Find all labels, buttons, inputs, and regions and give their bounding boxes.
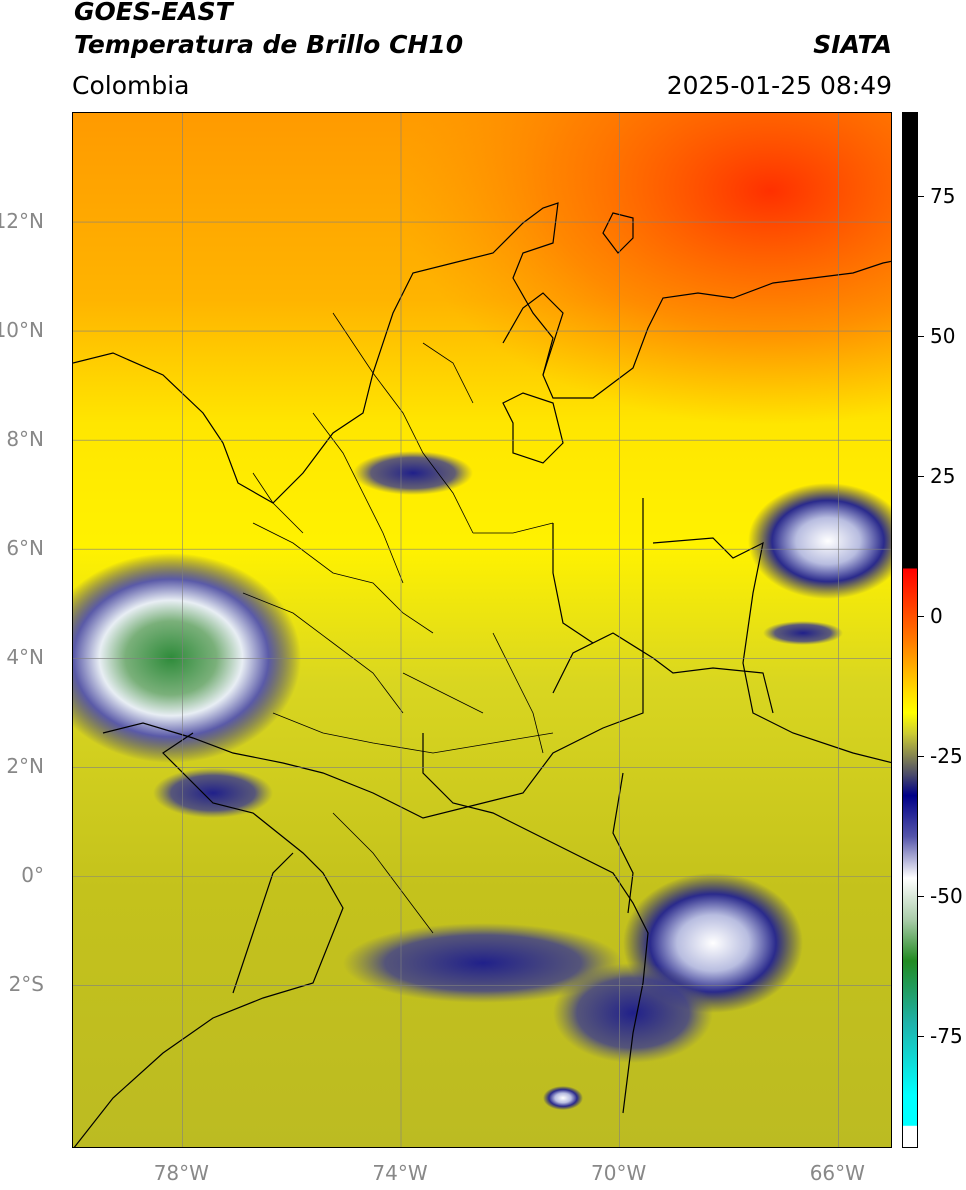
colorbar-tick-label: -25 xyxy=(930,744,963,768)
lon-tick-label: 66°W xyxy=(809,1161,865,1185)
colorbar-tick xyxy=(918,336,924,337)
lat-tick-label: 12°N xyxy=(0,209,44,234)
lat-tick-label: 2°S xyxy=(8,972,44,997)
lat-tick-label: 0° xyxy=(21,863,44,888)
lat-tick-label: 4°N xyxy=(6,645,44,670)
colorbar-tick xyxy=(918,1036,924,1037)
colorbar xyxy=(902,112,918,1148)
colorbar-tick xyxy=(918,476,924,477)
satellite-map[interactable] xyxy=(72,112,892,1148)
colorbar-tick-label: 0 xyxy=(930,604,943,628)
product-title: Temperatura de Brillo CH10 xyxy=(74,30,464,59)
colorbar-tick-label: 50 xyxy=(930,324,956,348)
colorbar-tick-label: 75 xyxy=(930,184,956,208)
colorbar-tick-label: -75 xyxy=(930,1024,963,1048)
colorbar-tick xyxy=(918,896,924,897)
colorbar-tick-label: -50 xyxy=(930,884,963,908)
map-grid xyxy=(73,113,891,1147)
lat-tick-label: 10°N xyxy=(0,318,44,343)
colorbar-tick xyxy=(918,616,924,617)
lat-tick-label: 6°N xyxy=(6,536,44,561)
map-canvas xyxy=(73,113,891,1147)
region-label: Colombia xyxy=(72,71,190,100)
agency-label: SIATA xyxy=(813,30,892,59)
lon-tick-label: 70°W xyxy=(591,1161,647,1185)
satellite-title: GOES-EAST xyxy=(74,0,233,26)
lat-tick-label: 8°N xyxy=(6,427,44,452)
colorbar-tick xyxy=(918,196,924,197)
lat-tick-label: 2°N xyxy=(6,754,44,779)
timestamp-label: 2025-01-25 08:49 xyxy=(666,71,892,100)
colorbar-tick-label: 25 xyxy=(930,464,956,488)
colorbar-tick xyxy=(918,756,924,757)
lon-tick-label: 78°W xyxy=(153,1161,209,1185)
lon-tick-label: 74°W xyxy=(372,1161,428,1185)
